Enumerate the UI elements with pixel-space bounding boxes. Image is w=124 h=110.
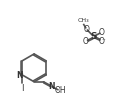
Text: OH: OH bbox=[55, 86, 66, 95]
Text: N: N bbox=[16, 71, 23, 80]
Text: I: I bbox=[21, 84, 23, 93]
Text: N: N bbox=[48, 82, 55, 91]
Text: O: O bbox=[83, 25, 89, 34]
Text: ⁻: ⁻ bbox=[101, 38, 105, 44]
Text: O: O bbox=[99, 37, 105, 46]
Text: O: O bbox=[83, 37, 89, 46]
Text: CH₃: CH₃ bbox=[78, 18, 89, 23]
Text: S: S bbox=[90, 32, 97, 41]
Text: +: + bbox=[19, 71, 23, 76]
Text: O: O bbox=[99, 28, 105, 37]
